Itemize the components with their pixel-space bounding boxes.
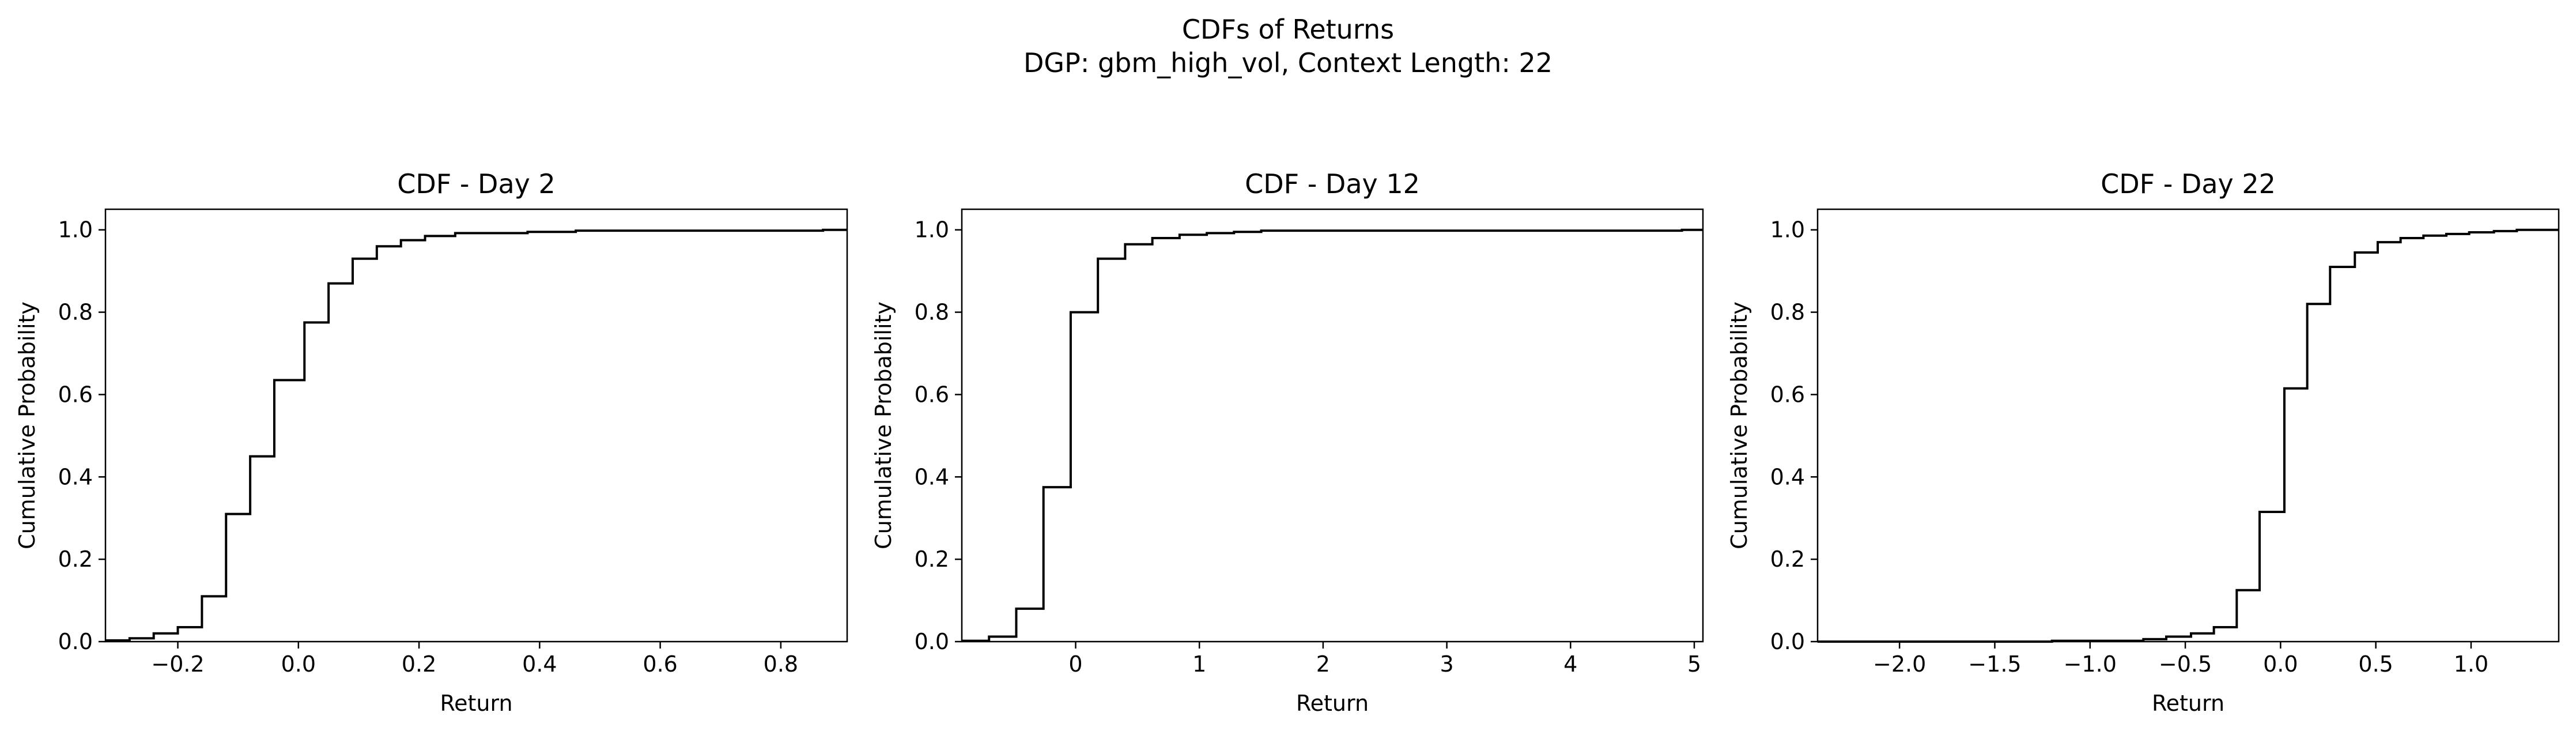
panel-title: CDF - Day 22 xyxy=(2101,168,2276,199)
y-tick-label: 0.6 xyxy=(1770,382,1805,407)
x-tick-label: 0.0 xyxy=(2263,651,2298,677)
axes-frame xyxy=(104,208,848,643)
x-tick-label: 0.2 xyxy=(402,651,436,677)
x-tick-label: −0.2 xyxy=(151,651,204,677)
y-tick-label: 0.8 xyxy=(58,300,93,325)
x-tick-label: 0.8 xyxy=(764,651,798,677)
chart-panel-1: −0.2 0.0 0.2 0.4 0.6 0.8 0.0 0.2 0.4 0.6 0.8 1.0 CDF… xyxy=(14,168,848,716)
x-tick-label: −1.0 xyxy=(2064,651,2117,677)
axes-frame xyxy=(1816,208,2560,643)
x-tick-label: 0.0 xyxy=(281,651,316,677)
chart-panel-2: 0 1 2 3 4 5 0.0 0.2 0.4 0.6 0.8 1.0 CDF - Day 12 Retu… xyxy=(871,168,1704,716)
x-tick-label: 0.6 xyxy=(643,651,677,677)
x-tick-label: 4 xyxy=(1563,651,1577,677)
x-tick-label: −2.0 xyxy=(1873,651,1926,677)
axes-frame xyxy=(961,208,1704,643)
x-tick-label: 1 xyxy=(1192,651,1206,677)
x-axis-label: Return xyxy=(2152,691,2224,716)
y-tick-label: 0.6 xyxy=(58,382,93,407)
cdf-step-line xyxy=(1818,228,2559,643)
y-tick-label: 1.0 xyxy=(58,217,93,243)
y-tick-label: 1.0 xyxy=(915,217,949,243)
x-tick-label: 3 xyxy=(1440,651,1453,677)
cdf-step-line xyxy=(105,228,847,642)
y-axis-label: Cumulative Probability xyxy=(1727,301,1752,549)
x-tick-label: 0.5 xyxy=(2358,651,2393,677)
y-axis-label: Cumulative Probability xyxy=(871,301,896,549)
y-tick-label: 0.0 xyxy=(58,629,93,654)
x-tick-label: 5 xyxy=(1687,651,1701,677)
x-tick-label: 1.0 xyxy=(2454,651,2488,677)
y-tick-label: 0.4 xyxy=(915,464,949,489)
figure-subtitle: DGP: gbm_high_vol, Context Length: 22 xyxy=(1023,47,1553,78)
y-tick-label: 0.0 xyxy=(915,629,949,654)
x-tick-label: 2 xyxy=(1316,651,1330,677)
y-axis-label: Cumulative Probability xyxy=(14,301,40,549)
y-tick-label: 0.2 xyxy=(915,546,949,572)
y-tick-label: 0.4 xyxy=(1770,464,1805,489)
y-tick-label: 0.8 xyxy=(1770,300,1805,325)
y-tick-label: 0.0 xyxy=(1770,629,1805,654)
x-tick-label: 0.4 xyxy=(522,651,557,677)
x-tick-label: 0 xyxy=(1068,651,1082,677)
y-tick-label: 1.0 xyxy=(1770,217,1805,243)
figure-title: CDFs of Returns xyxy=(1181,14,1395,45)
y-tick-label: 0.4 xyxy=(58,464,93,489)
y-tick-label: 0.8 xyxy=(915,300,949,325)
x-tick-label: −0.5 xyxy=(2159,651,2212,677)
cdf-step-line xyxy=(962,228,1703,642)
x-tick-label: −1.5 xyxy=(1968,651,2021,677)
y-tick-label: 0.2 xyxy=(1770,546,1805,572)
y-tick-label: 0.2 xyxy=(58,546,93,572)
x-axis-label: Return xyxy=(1296,691,1369,716)
panel-title: CDF - Day 2 xyxy=(397,168,556,199)
panel-title: CDF - Day 12 xyxy=(1245,168,1420,199)
chart-panel-3: −2.0 −1.5 −1.0 −0.5 0.0 0.5 1.0 0.0 0.2 0.4 0.6 0.8… xyxy=(1727,168,2560,716)
x-axis-label: Return xyxy=(440,691,512,716)
y-tick-label: 0.6 xyxy=(915,382,949,407)
